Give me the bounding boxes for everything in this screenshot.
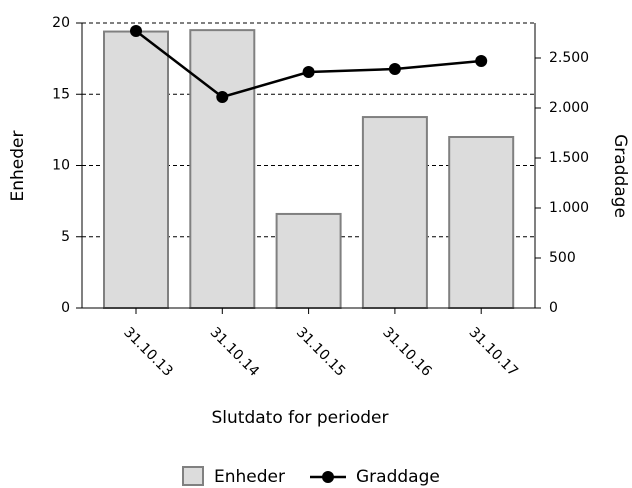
x-tick-label: 31.10.16 xyxy=(379,324,434,379)
bar xyxy=(448,136,515,309)
line-marker xyxy=(388,63,401,75)
legend-swatch xyxy=(182,466,204,486)
y2-axis-title: Graddage xyxy=(610,134,630,218)
line-marker xyxy=(130,25,142,37)
legend-label: Graddage xyxy=(356,467,440,487)
legend-marker xyxy=(322,471,334,483)
y-tick-label: 0 xyxy=(61,300,70,316)
line-marker xyxy=(302,66,315,78)
x-tick-label: 31.10.17 xyxy=(466,324,521,379)
y-tick-label: 20 xyxy=(52,15,70,31)
y-tick-label: 10 xyxy=(52,158,70,174)
y-axis-title: Enheder xyxy=(8,131,28,202)
y2-tick-label: 2.500 xyxy=(549,50,589,66)
y2-tick-label: 1.500 xyxy=(549,150,589,166)
legend-label: Enheder xyxy=(214,467,285,487)
bar xyxy=(361,116,428,309)
line-marker xyxy=(475,55,488,67)
y2-tick-label: 1.000 xyxy=(549,200,589,216)
x-tick-label: 31.10.13 xyxy=(120,324,175,379)
y-tick-label: 5 xyxy=(61,229,70,245)
bar xyxy=(275,212,342,309)
bar xyxy=(103,30,169,310)
bar xyxy=(189,29,256,309)
x-tick-label: 31.10.15 xyxy=(293,324,348,379)
line xyxy=(135,30,482,99)
x-axis-title: Slutdato for perioder xyxy=(211,408,388,428)
y2-tick-label: 500 xyxy=(549,250,576,266)
line-marker xyxy=(216,91,229,103)
y2-tick-label: 2.000 xyxy=(549,100,589,116)
y-tick-label: 15 xyxy=(52,86,70,102)
x-tick-label: 31.10.14 xyxy=(207,324,262,379)
y2-tick-label: 0 xyxy=(549,300,558,316)
